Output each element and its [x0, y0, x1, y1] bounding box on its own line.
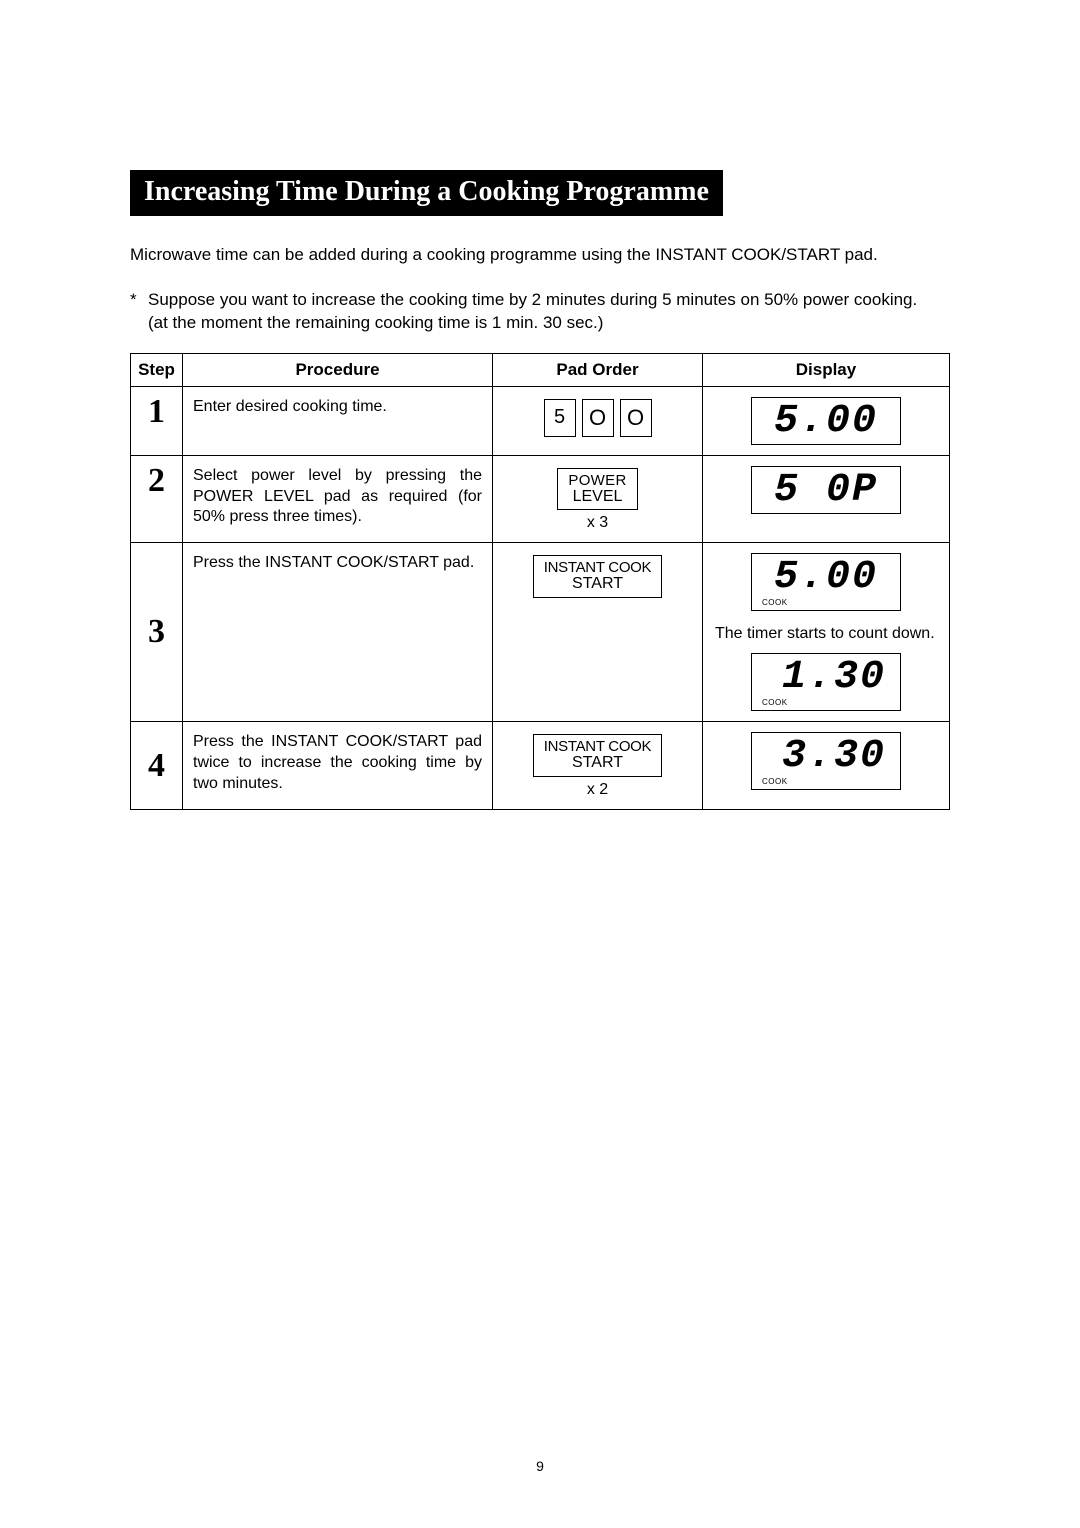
lcd-display: 1.30 COOK — [751, 653, 901, 711]
page: Increasing Time During a Cooking Program… — [0, 0, 1080, 810]
cook-indicator: COOK — [762, 777, 788, 786]
lcd-value: 5.00 — [766, 558, 886, 598]
lcd-display: 5.00 — [751, 397, 901, 445]
procedure-text: Press the INSTANT COOK/START pad. — [183, 543, 493, 722]
steps-table: Step Procedure Pad Order Display 1 Enter… — [130, 353, 950, 810]
col-header-pad: Pad Order — [493, 353, 703, 386]
procedure-text: Enter desired cooking time. — [183, 386, 493, 455]
col-header-display: Display — [703, 353, 950, 386]
intro-text: Microwave time can be added during a coo… — [130, 244, 950, 267]
instant-cook-start-button: INSTANT COOK START — [533, 555, 663, 598]
lcd-display: 5 0P — [751, 466, 901, 514]
keypad-key: O — [582, 399, 614, 437]
col-header-step: Step — [131, 353, 183, 386]
display-cell: 5 0P — [703, 455, 950, 543]
col-header-procedure: Procedure — [183, 353, 493, 386]
pad-btn-line1: POWER — [568, 473, 626, 489]
note-line-2: (at the moment the remaining cooking tim… — [148, 313, 603, 332]
pad-order-cell: 5 O O — [493, 386, 703, 455]
lcd-value: 1.30 — [766, 658, 886, 698]
display-cell: 5.00 — [703, 386, 950, 455]
cook-indicator: COOK — [762, 598, 788, 607]
instant-cook-start-button: INSTANT COOK START — [533, 734, 663, 777]
table-row: 4 Press the INSTANT COOK/START pad twice… — [131, 722, 950, 810]
pad-btn-line1: INSTANT COOK — [544, 739, 652, 755]
pad-btn-line2: START — [544, 576, 652, 593]
lcd-display: 3.30 COOK — [751, 732, 901, 790]
keypad-key: O — [620, 399, 652, 437]
lcd-value: 3.30 — [766, 737, 886, 777]
section-title: Increasing Time During a Cooking Program… — [130, 170, 723, 216]
pad-btn-line2: START — [544, 755, 652, 772]
pad-btn-line1: INSTANT COOK — [544, 560, 652, 576]
step-number: 2 — [131, 455, 183, 543]
display-note: The timer starts to count down. — [715, 625, 937, 643]
step-number: 1 — [131, 386, 183, 455]
keypad-row: 5 O O — [499, 399, 696, 437]
page-number: 9 — [0, 1458, 1080, 1474]
step-number: 3 — [131, 543, 183, 722]
table-row: 2 Select power level by pressing the POW… — [131, 455, 950, 543]
procedure-text: Press the INSTANT COOK/START pad twice t… — [183, 722, 493, 810]
table-row: 3 Press the INSTANT COOK/START pad. INST… — [131, 543, 950, 722]
step-number: 4 — [131, 722, 183, 810]
pad-order-cell: INSTANT COOK START x 2 — [493, 722, 703, 810]
cook-indicator: COOK — [762, 698, 788, 707]
pad-order-cell: INSTANT COOK START — [493, 543, 703, 722]
example-note: * Suppose you want to increase the cooki… — [130, 289, 950, 335]
note-asterisk: * — [130, 289, 148, 335]
power-level-button: POWER LEVEL — [557, 468, 637, 511]
display-cell: 3.30 COOK — [703, 722, 950, 810]
display-cell: 5.00 COOK The timer starts to count down… — [703, 543, 950, 722]
note-line-1: Suppose you want to increase the cooking… — [148, 290, 917, 309]
lcd-value: 5 0P — [766, 471, 886, 511]
keypad-key: 5 — [544, 399, 576, 437]
note-body: Suppose you want to increase the cooking… — [148, 289, 950, 335]
lcd-value: 5.00 — [766, 402, 886, 442]
pad-multiplier: x 3 — [499, 514, 696, 532]
pad-order-cell: POWER LEVEL x 3 — [493, 455, 703, 543]
lcd-display: 5.00 COOK — [751, 553, 901, 611]
pad-btn-line2: LEVEL — [568, 489, 626, 506]
table-row: 1 Enter desired cooking time. 5 O O 5.00 — [131, 386, 950, 455]
pad-multiplier: x 2 — [499, 781, 696, 799]
procedure-text: Select power level by pressing the POWER… — [183, 455, 493, 543]
